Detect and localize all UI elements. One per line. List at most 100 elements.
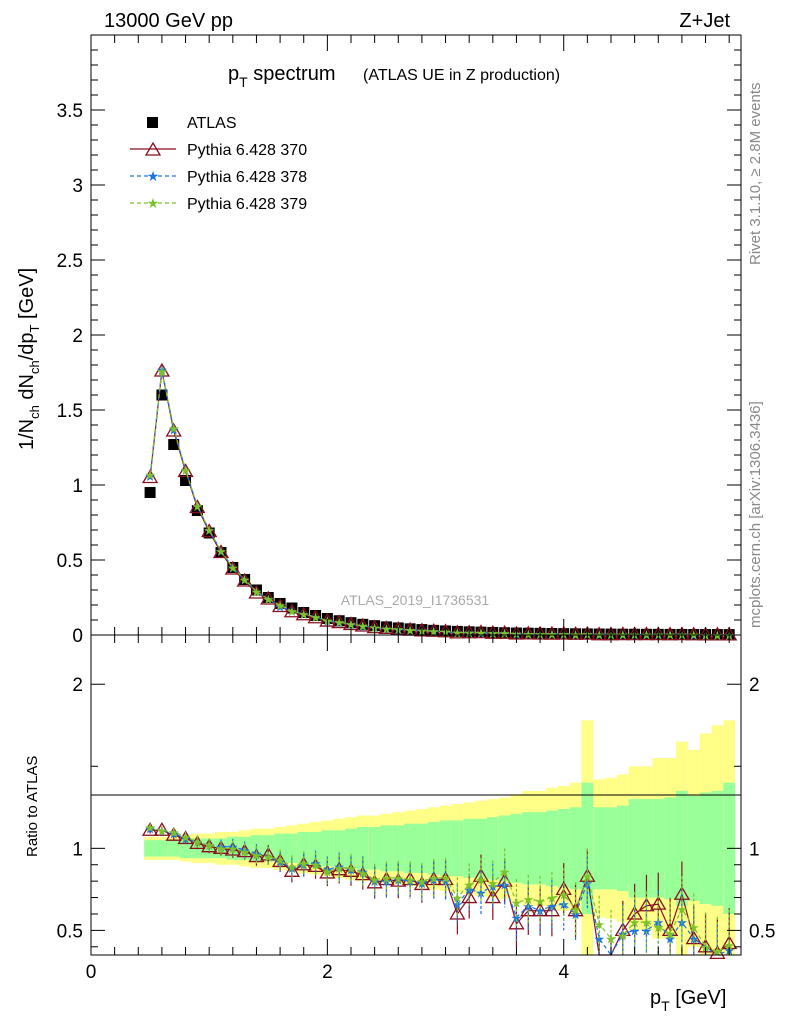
data-point-atlas — [144, 487, 156, 498]
data-point-p378: ★ — [156, 363, 168, 378]
data-point-p379: ★ — [333, 615, 345, 630]
band-inner — [711, 790, 724, 906]
legend-label-atlas: ATLAS — [187, 115, 237, 132]
band-inner — [593, 807, 606, 890]
data-point-atlas — [168, 439, 180, 450]
data-point-p379: ★ — [499, 626, 511, 641]
data-point-p370 — [236, 572, 253, 587]
ratio-point-p379: ★ — [570, 902, 582, 917]
ratio-point-p378: ★ — [593, 932, 605, 947]
data-point-p378: ★ — [262, 592, 274, 607]
data-point-p370 — [543, 625, 561, 640]
band-inner — [676, 790, 688, 906]
data-point-p370 — [638, 626, 655, 641]
analysis-watermark: ATLAS_2019_I1736531 — [341, 592, 490, 608]
band-inner — [380, 825, 393, 872]
band-inner — [167, 840, 180, 857]
ratio-point-p379: ★ — [404, 873, 416, 888]
data-point-p378: ★ — [345, 617, 357, 632]
data-point-p379: ★ — [475, 626, 487, 641]
data-point-p370 — [295, 606, 312, 621]
series-line-ratio-p378 — [150, 828, 730, 957]
data-point-p378: ★ — [522, 627, 534, 642]
ratio-point-p379: ★ — [357, 866, 369, 881]
data-point-p378: ★ — [499, 626, 511, 641]
ratio-point-p378: ★ — [511, 910, 523, 925]
ratio-point-p379: ★ — [499, 864, 511, 879]
band-inner — [179, 838, 192, 859]
data-point-p370 — [614, 626, 631, 641]
data-point-p370 — [472, 624, 490, 639]
y-tick-label: 2 — [72, 326, 83, 347]
band-inner — [404, 823, 416, 873]
band-inner — [664, 797, 676, 900]
data-point-p370 — [685, 626, 702, 641]
band-inner — [368, 827, 381, 870]
data-point-atlas — [321, 613, 333, 624]
ratio-point-p379: ★ — [534, 894, 546, 909]
ratio-point-p379: ★ — [168, 825, 180, 840]
ratio-y-tick-label: 2 — [72, 675, 83, 696]
y-tick-label: 1 — [72, 476, 83, 497]
ratio-y-tick-label: 1 — [72, 839, 83, 860]
ratio-point-p370 — [224, 841, 241, 856]
band-inner — [356, 827, 369, 870]
ratio-point-p379: ★ — [487, 876, 499, 891]
header-process: Z+Jet — [679, 10, 730, 32]
ratio-point-p378: ★ — [286, 861, 298, 876]
data-point-p378: ★ — [192, 499, 204, 514]
y-tick-label: 0.5 — [57, 551, 83, 572]
ratio-point-p379: ★ — [546, 891, 558, 906]
band-inner — [640, 799, 653, 898]
ratio-point-p379: ★ — [322, 864, 334, 879]
ratio-point-p379: ★ — [664, 927, 676, 942]
ratio-point-p379: ★ — [511, 895, 523, 910]
main-axis-ticks: 0 0.5 1 1.5 2 2.5 3 3.5 — [57, 35, 741, 647]
ratio-point-p378: ★ — [392, 873, 404, 888]
data-point-atlas — [451, 625, 463, 637]
data-point-p370 — [307, 609, 324, 624]
data-point-p378: ★ — [381, 622, 393, 637]
ratio-point-p379: ★ — [215, 841, 227, 856]
band-inner — [546, 810, 558, 887]
data-point-p379: ★ — [522, 627, 534, 642]
data-point-p379: ★ — [144, 468, 156, 483]
data-point-p378: ★ — [203, 523, 215, 538]
ratio-point-p379: ★ — [522, 892, 534, 907]
ratio-point-p379: ★ — [712, 945, 724, 960]
ratio-point-p370 — [461, 889, 478, 904]
data-point-p379: ★ — [310, 610, 322, 625]
data-point-p378: ★ — [428, 624, 440, 639]
data-point-p370 — [189, 499, 206, 514]
ratio-point-p379: ★ — [723, 938, 735, 953]
ratio-point-p378: ★ — [641, 923, 653, 938]
band-inner — [652, 799, 665, 898]
ratio-point-p378: ★ — [298, 858, 310, 873]
data-point-p378: ★ — [286, 604, 298, 619]
band-inner — [569, 807, 582, 890]
ratio-point-p370 — [378, 871, 395, 886]
ratio-point-p370 — [673, 885, 691, 900]
x-tick-label: 4 — [558, 962, 569, 983]
data-point-p370 — [177, 463, 194, 478]
data-point-p379: ★ — [345, 617, 357, 632]
band-inner — [427, 822, 440, 875]
ratio-frame — [90, 634, 742, 956]
ratio-point-p379: ★ — [582, 869, 594, 884]
band-inner — [475, 818, 487, 878]
ratio-y-tick-label-right: 2 — [749, 675, 760, 696]
band-inner — [144, 840, 156, 857]
band-inner — [297, 831, 310, 865]
ratio-point-p379: ★ — [641, 915, 653, 930]
band-inner — [309, 831, 322, 865]
ratio-point-p379: ★ — [239, 845, 251, 860]
data-point-atlas — [380, 621, 392, 633]
band-inner — [534, 812, 546, 885]
data-point-p379: ★ — [156, 364, 168, 379]
data-point-p379: ★ — [298, 607, 310, 622]
ratio-point-p378: ★ — [251, 846, 263, 861]
data-point-p379: ★ — [452, 625, 464, 640]
header-energy: 13000 GeV pp — [104, 10, 233, 32]
ratio-y-axis-label: Ratio to ATLAS — [24, 756, 41, 857]
data-point-p379: ★ — [404, 623, 416, 638]
